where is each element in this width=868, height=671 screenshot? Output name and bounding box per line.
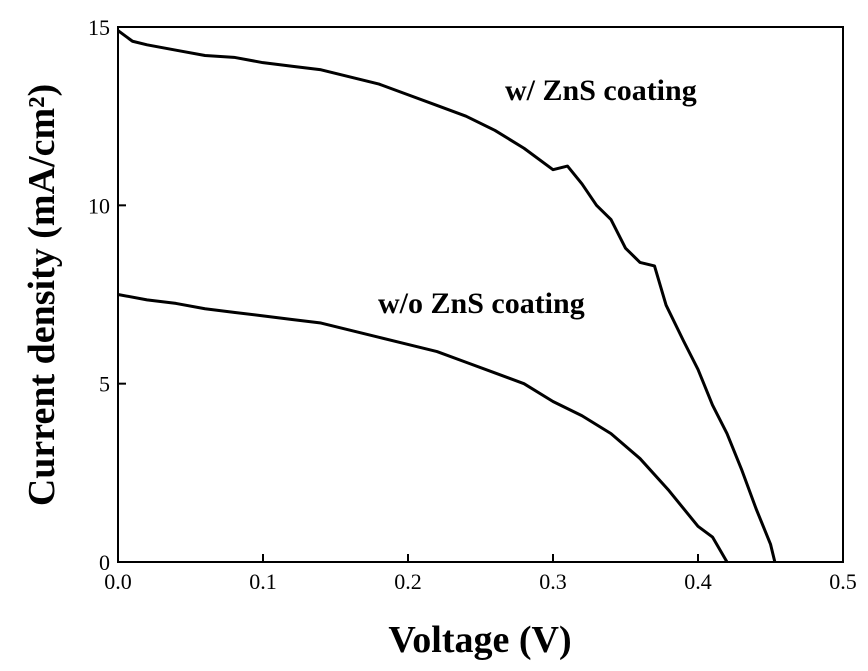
y-axis-title: Current density (mA/cm²): [21, 84, 63, 506]
x-tick-label: 0.4: [684, 569, 712, 594]
data-line: [117, 29, 777, 563]
y-tick-label: 0: [99, 550, 110, 575]
y-tick-label: 15: [88, 15, 110, 40]
x-tick-label: 0.5: [829, 569, 857, 594]
x-tick-label: 0.2: [394, 569, 422, 594]
annotation: w/ ZnS coating: [505, 74, 697, 107]
x-tick-label: 0.3: [539, 569, 567, 594]
annotation: w/o ZnS coating: [378, 287, 585, 320]
data-line: [117, 293, 729, 563]
y-tick-label: 5: [99, 372, 110, 397]
x-tick-label: 0.0: [104, 569, 132, 594]
x-tick-label: 0.1: [249, 569, 277, 594]
x-axis-title: Voltage (V): [388, 619, 571, 661]
y-tick-label: 10: [88, 193, 110, 218]
